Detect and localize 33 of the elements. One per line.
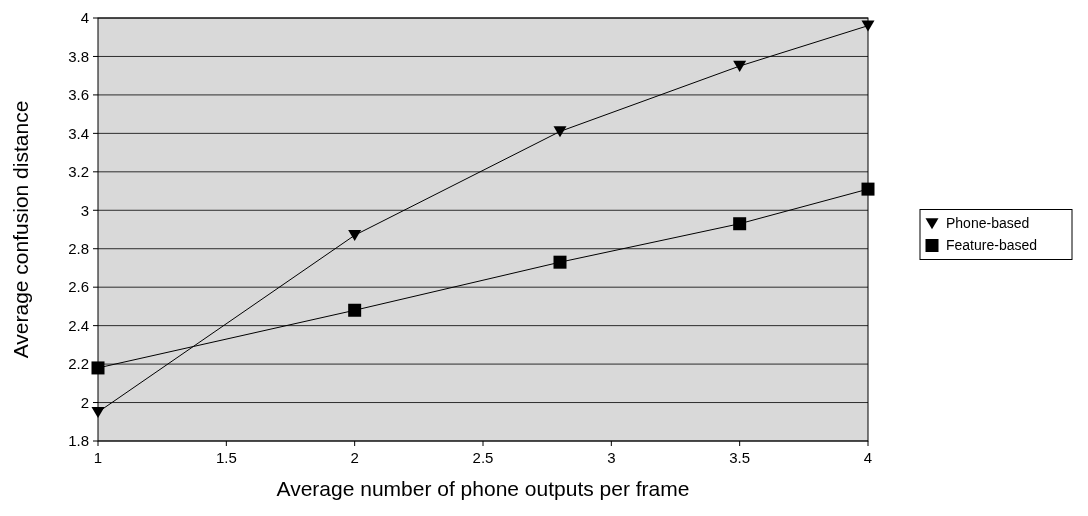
y-tick-label: 2.4	[68, 316, 89, 334]
point	[553, 255, 567, 269]
point	[553, 126, 567, 138]
point	[91, 361, 105, 375]
y-tick-label: 3.2	[68, 163, 89, 181]
point	[733, 60, 747, 72]
point	[861, 182, 875, 196]
y-tick-label: 3	[80, 201, 89, 219]
x-tick-label: 1	[93, 449, 103, 466]
x-tick-label: 3.5	[729, 449, 751, 466]
x-tick-label: 1.5	[215, 449, 237, 466]
legend-label: Feature-based	[946, 237, 1038, 254]
point	[348, 303, 362, 317]
point	[91, 406, 105, 419]
x-tick-label: 2.5	[472, 449, 494, 466]
x-tick-label: 3	[607, 449, 616, 466]
x-tick-label: 2	[350, 449, 359, 466]
y-tick-label: 4	[80, 9, 89, 27]
y-tick-label: 2	[80, 393, 89, 411]
y-tick-label: 3.6	[68, 86, 89, 104]
y-tick-label: 1.8	[68, 432, 89, 450]
legend-label: Phone-based	[946, 215, 1030, 232]
y-tick-label: 3.4	[68, 124, 89, 142]
y-tick-label: 3.8	[68, 47, 89, 65]
y-axis-title: Average confusion distance	[9, 100, 32, 359]
x-axis-title: Average number of phone outputs per frame	[276, 477, 690, 500]
point	[861, 20, 875, 32]
y-tick-label: 2.2	[68, 355, 89, 373]
y-tick-label: 2.6	[68, 278, 89, 296]
point	[348, 230, 362, 242]
y-tick-label: 2.8	[68, 239, 89, 257]
point	[733, 217, 747, 231]
x-tick-label: 4	[863, 449, 873, 466]
